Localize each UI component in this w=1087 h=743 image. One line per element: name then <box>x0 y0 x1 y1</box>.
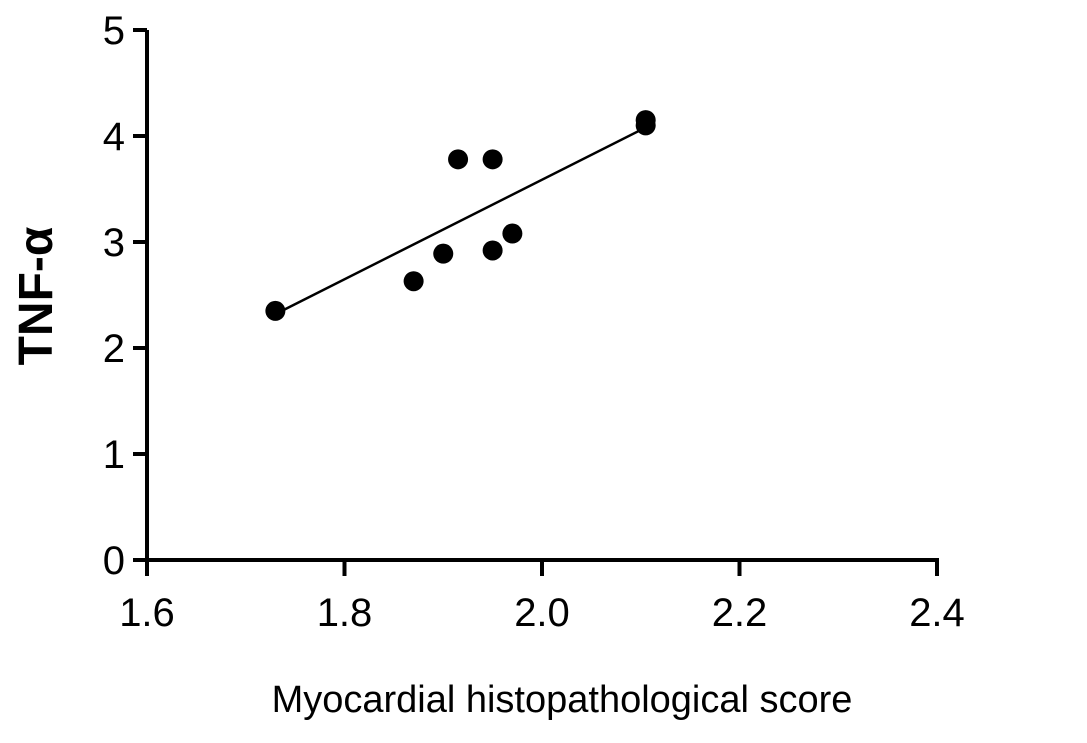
y-ticks: 0 1 2 3 4 5 <box>103 9 147 583</box>
x-tick-label: 2.4 <box>909 591 965 635</box>
y-tick-label: 4 <box>103 115 125 159</box>
x-ticks: 1.6 1.8 2.0 2.2 2.4 <box>119 560 965 635</box>
regression-line-group <box>274 126 647 316</box>
x-axis-title: Myocardial histopathological score <box>272 679 853 721</box>
data-point <box>433 243 454 264</box>
y-tick-label: 0 <box>103 539 125 583</box>
y-tick-label: 2 <box>103 327 125 371</box>
data-point <box>482 149 503 170</box>
y-tick-label: 1 <box>103 433 125 477</box>
y-axis-title: TNF-α <box>10 226 63 365</box>
data-point <box>482 240 503 261</box>
data-points <box>265 110 656 321</box>
regression-line <box>274 126 647 316</box>
y-axis: 0 1 2 3 4 5 TNF-α <box>10 9 149 583</box>
x-tick-label: 2.2 <box>712 591 768 635</box>
data-point <box>448 149 469 170</box>
y-tick-label: 5 <box>103 9 125 53</box>
x-tick-label: 2.0 <box>514 591 570 635</box>
data-point <box>403 271 424 292</box>
x-tick-label: 1.8 <box>317 591 373 635</box>
data-point <box>502 223 523 244</box>
data-point <box>635 115 656 136</box>
y-tick-label: 3 <box>103 221 125 265</box>
data-point <box>265 300 286 321</box>
x-axis: 1.6 1.8 2.0 2.2 2.4 Myocardial histopatholog… <box>119 558 965 721</box>
x-tick-label: 1.6 <box>119 591 175 635</box>
